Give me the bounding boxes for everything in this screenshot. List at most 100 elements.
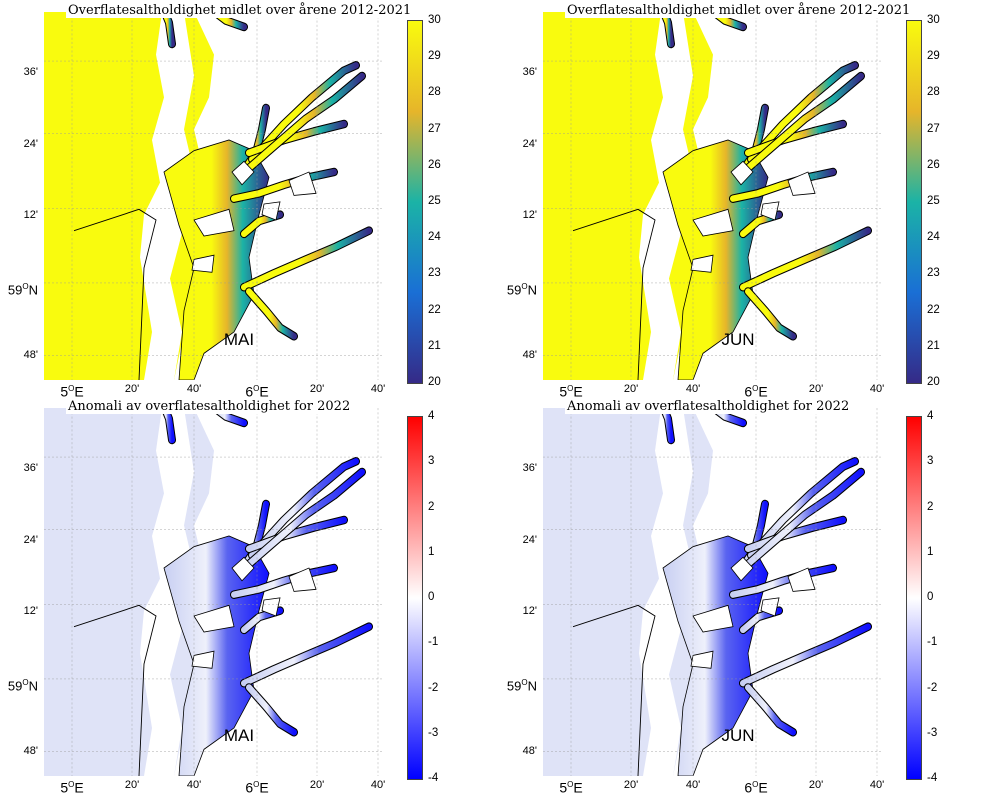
colorbar-tick: 28	[428, 86, 441, 99]
colorbar-tick: -3	[428, 726, 439, 739]
x-tick-label: 20'	[309, 383, 325, 395]
fjord-arm	[730, 564, 836, 598]
fjord-arm	[161, 408, 175, 444]
fjord-arm	[246, 684, 297, 736]
y-tick-label: 36'	[522, 462, 537, 474]
x-tick-label: 20'	[623, 383, 639, 395]
colorbar-tick: 4	[927, 410, 934, 422]
x-tick-label: 20'	[808, 383, 824, 395]
colorbar-tick: -4	[428, 772, 439, 784]
x-tick-label: 20'	[309, 779, 325, 791]
colorbar-tick: -4	[927, 772, 938, 784]
x-tick-label: 5OE	[559, 383, 583, 400]
colorbar	[407, 416, 423, 780]
colorbar-tick: 1	[927, 545, 934, 558]
island	[261, 597, 281, 617]
fjord-arm	[239, 72, 365, 178]
y-tick-label: 24'	[23, 534, 38, 546]
island	[288, 171, 317, 196]
colorbar-tick: 20	[927, 376, 940, 388]
y-tick-label: 24'	[522, 138, 537, 150]
map-area	[44, 12, 384, 380]
colorbar-tick: 2	[927, 500, 934, 513]
island	[730, 556, 754, 582]
x-tick-label: 6OE	[245, 779, 269, 796]
x-tick-label: 40'	[370, 383, 386, 395]
colorbar-tick: -1	[428, 636, 439, 649]
outer-islands	[124, 12, 194, 380]
x-tick-label: 40'	[186, 779, 202, 791]
island	[193, 208, 235, 237]
panel-jun-mean: Overflatesaltholdighet midlet over årene…	[499, 0, 997, 400]
y-tick-label: 59ON	[7, 678, 38, 694]
colorbar-tick: 21	[927, 339, 940, 352]
island	[787, 567, 816, 592]
fjord-arm	[745, 120, 846, 156]
month-label: JUN	[721, 726, 755, 745]
colorbar-tick: 26	[428, 158, 441, 171]
fjord-arm	[745, 516, 846, 552]
fjord-arm	[249, 62, 359, 163]
colorbar-tick: 3	[927, 455, 934, 468]
colorbar-tick: 27	[927, 122, 940, 135]
fjord-arm	[730, 168, 836, 202]
y-tick-label: 36'	[23, 66, 38, 78]
colorbar-tick: 0	[428, 591, 435, 603]
outer-islands	[623, 408, 693, 776]
island	[690, 254, 714, 273]
x-tick-label: 6OE	[245, 383, 269, 400]
fjord-arm	[740, 623, 871, 687]
y-tick-label: 24'	[23, 138, 38, 150]
month-label: MAI	[223, 330, 255, 349]
colorbar	[906, 416, 922, 780]
x-tick-label: 40'	[869, 779, 885, 791]
fjord-arm	[241, 227, 372, 291]
colorbar-tick: 26	[927, 158, 940, 171]
y-tick-label: 48'	[522, 745, 537, 757]
model-boundary	[73, 208, 157, 380]
fjord-arm	[660, 12, 674, 48]
y-tick-label: 36'	[522, 66, 537, 78]
colorbar-tick: 3	[428, 455, 435, 468]
island	[261, 201, 281, 221]
fjord-arm	[249, 458, 359, 559]
colorbar-tick: 21	[428, 339, 441, 352]
x-tick-label: 5OE	[60, 779, 84, 796]
map-area	[543, 12, 883, 380]
fjord-arm	[738, 468, 864, 574]
fjord-arm	[738, 72, 864, 178]
colorbar-tick: 24	[927, 231, 940, 244]
colorbar-tick: 30	[428, 14, 441, 26]
colorbar-tick: 24	[428, 231, 441, 244]
colorbar	[407, 20, 423, 384]
colorbar-tick: 22	[927, 303, 940, 316]
panel-title: Overflatesaltholdighet midlet over årene…	[66, 3, 414, 18]
x-tick-label: 40'	[186, 383, 202, 395]
x-tick-label: 40'	[370, 779, 386, 791]
x-tick-label: 5OE	[60, 383, 84, 400]
panel-mai-anomaly: Anomali av overflatesaltholdighet for 20…	[0, 396, 498, 796]
colorbar-tick: -2	[428, 681, 439, 694]
x-tick-label: 20'	[623, 779, 639, 791]
y-tick-label: 12'	[522, 209, 537, 221]
y-tick-label: 24'	[522, 534, 537, 546]
y-tick-label: 48'	[522, 349, 537, 361]
fjord-arm	[745, 288, 796, 340]
model-boundary	[572, 208, 656, 380]
map-area	[44, 408, 384, 776]
fjord-arm	[740, 227, 871, 291]
fjord-arm	[231, 564, 337, 598]
island	[760, 597, 780, 617]
colorbar-tick: -2	[927, 681, 938, 694]
colorbar-tick: -1	[927, 636, 938, 649]
colorbar-tick: 28	[927, 86, 940, 99]
island	[690, 650, 714, 669]
fjord-arm	[745, 684, 796, 736]
map-area	[543, 408, 883, 776]
fjord-arm	[246, 120, 347, 156]
colorbar-tick: 25	[927, 195, 940, 207]
island	[730, 160, 754, 186]
month-label: JUN	[721, 330, 755, 349]
x-tick-label: 20'	[124, 383, 140, 395]
colorbar-tick: 2	[428, 500, 435, 513]
